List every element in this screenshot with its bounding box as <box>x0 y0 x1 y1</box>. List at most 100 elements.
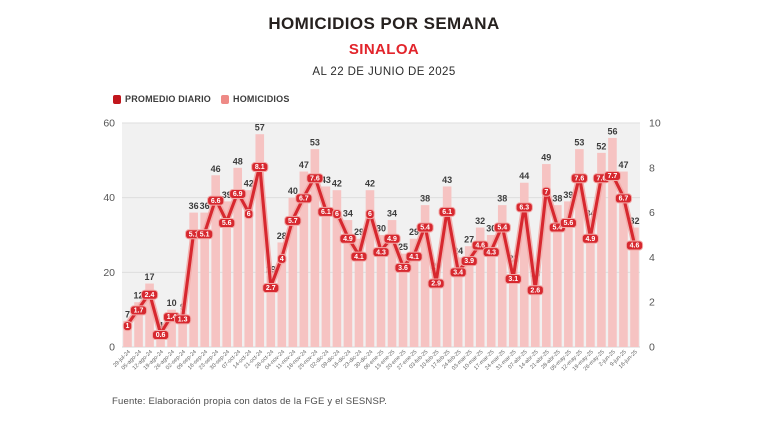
bar-value-label: 53 <box>310 138 320 148</box>
homicidios-bar <box>630 227 639 347</box>
homicidios-bar <box>431 272 441 347</box>
bar-value-label: 29 <box>354 227 364 237</box>
bar-value-label: 43 <box>321 175 331 185</box>
homicidios-bar <box>266 276 276 347</box>
promedio-pill-label: 8.1 <box>255 164 265 171</box>
bar-value-label: 42 <box>365 179 375 189</box>
right-axis-tick: 10 <box>649 118 661 130</box>
promedio-pill-label: 5.4 <box>497 225 507 232</box>
bar-value-label: 49 <box>541 153 551 163</box>
homicidios-bar <box>619 171 628 347</box>
homicidios-bar <box>321 186 331 347</box>
bar-value-label: 44 <box>519 171 529 181</box>
homicidios-bar <box>178 313 187 347</box>
bar-value-label: 42 <box>332 179 342 189</box>
promedio-pill <box>140 289 159 300</box>
homicidios-bar <box>189 212 198 347</box>
homicidios-bar <box>575 149 584 347</box>
right-axis-tick: 2 <box>649 297 655 309</box>
promedio-pill-label: 7.6 <box>575 175 585 182</box>
homicidios-bar <box>486 235 496 347</box>
chart-legend: PROMEDIO DIARIO HOMICIDIOS <box>113 94 290 104</box>
right-axis-tick: 4 <box>649 252 655 264</box>
promedio-pill-label: 6 <box>368 211 372 218</box>
promedio-pill <box>277 253 287 264</box>
promedio-pill <box>284 215 302 226</box>
promedio-pill-label: 4.1 <box>409 254 419 261</box>
promedio-pill-label: 5.6 <box>222 220 232 227</box>
promedio-pill <box>460 256 478 267</box>
promedio-pill-label: 4.9 <box>387 236 397 243</box>
bar-value-label: 39 <box>222 190 232 200</box>
promedio-pill-label: 6.1 <box>321 209 331 216</box>
promedio-pill <box>262 283 280 294</box>
homicidios-bar <box>508 264 518 347</box>
right-axis-tick: 0 <box>649 342 655 354</box>
chart-dateline: AL 22 DE JUNIO DE 2025 <box>312 66 456 78</box>
promedio-pill <box>251 162 269 173</box>
homicidios-bar <box>475 227 485 347</box>
homicidios-bar <box>376 235 386 347</box>
legend-item-promedio: PROMEDIO DIARIO <box>113 94 211 104</box>
promedio-pill <box>151 330 170 341</box>
bar-value-label: 10 <box>167 298 177 308</box>
promedio-pill <box>365 209 375 220</box>
promedio-pill <box>332 209 342 220</box>
homicidios-bar <box>310 149 320 347</box>
bar-value-label: 43 <box>442 175 452 185</box>
homicidios-bar <box>255 134 265 347</box>
promedio-pill-label: 4 <box>280 256 284 263</box>
homicidios-bar <box>542 164 551 347</box>
promedio-pill-label: 7 <box>544 189 548 196</box>
right-axis-tick: 6 <box>649 207 655 219</box>
promedio-pill <box>603 171 622 182</box>
promedio-swatch-icon <box>113 94 121 104</box>
bar-value-label: 42 <box>244 179 254 189</box>
promedio-pill <box>625 240 644 251</box>
homicidios-bar <box>332 190 342 347</box>
bar-value-label: 53 <box>574 138 584 148</box>
promedio-pill-label: 6.1 <box>442 209 452 216</box>
promedio-pill <box>295 193 313 204</box>
promedio-pill <box>581 233 600 244</box>
right-axis-tick: 8 <box>649 162 655 174</box>
bar-value-label: 28 <box>277 231 287 241</box>
bar-value-label: 38 <box>497 194 507 204</box>
homicidios-bar <box>233 167 243 347</box>
promedio-pill <box>482 247 500 258</box>
promedio-pill <box>614 193 633 204</box>
homicidios-bar <box>497 205 507 347</box>
homicidios-bar <box>530 279 540 347</box>
promedio-pill-label: 3.1 <box>508 276 518 283</box>
promedio-pill-label: 6 <box>335 211 339 218</box>
promedio-pill-label: 4.1 <box>354 254 364 261</box>
promedio-pill <box>229 188 247 199</box>
promedio-pill <box>339 233 357 244</box>
homicidios-bar <box>398 253 408 347</box>
promedio-pill <box>405 251 423 262</box>
homicidios-bar <box>288 197 298 347</box>
homicidios-bar <box>299 171 309 347</box>
page-title: HOMICIDIOS POR SEMANA <box>268 14 500 33</box>
bar-value-label: 39 <box>563 190 573 200</box>
promedio-pill-label: 2.4 <box>145 292 155 299</box>
bar-value-label: 36 <box>189 201 199 211</box>
promedio-pill <box>541 186 552 197</box>
promedio-pill <box>122 321 133 332</box>
promedio-pill <box>504 274 522 285</box>
bar-value-label: 57 <box>255 123 265 133</box>
homicidios-bar <box>200 212 209 347</box>
homicidios-bar <box>564 201 573 347</box>
homicidios-bar <box>365 190 375 347</box>
bar-value-label: 30 <box>486 224 496 234</box>
promedio-pill-label: 3.9 <box>464 258 474 265</box>
promedio-pill-label: 5.4 <box>552 225 562 232</box>
promedio-pill-label: 7.6 <box>597 175 607 182</box>
homicidios-bar <box>277 242 287 347</box>
homicidios-bar <box>409 238 419 347</box>
homicidios-bar <box>553 205 562 347</box>
bar-value-label: 12 <box>134 291 144 301</box>
homicidios-bar <box>167 309 176 347</box>
promedio-pill-label: 5.4 <box>420 225 430 232</box>
promedio-pill <box>196 229 214 240</box>
